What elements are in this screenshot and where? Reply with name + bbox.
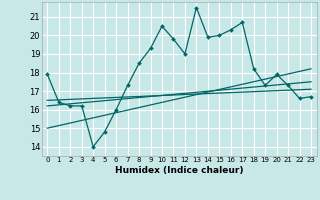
X-axis label: Humidex (Indice chaleur): Humidex (Indice chaleur) bbox=[115, 166, 244, 175]
